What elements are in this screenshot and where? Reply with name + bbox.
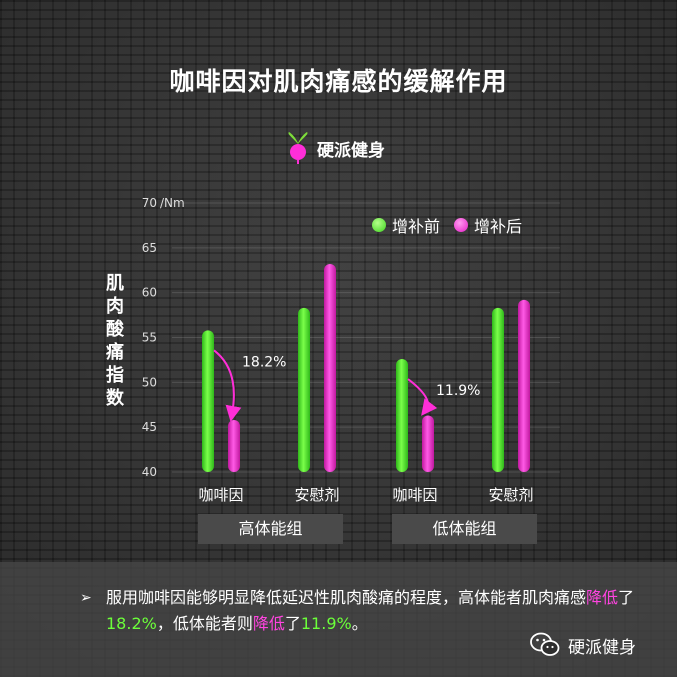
decrease-arrow — [213, 349, 242, 422]
x-category-label: 安慰剂 — [294, 486, 339, 504]
y-unit-label: /Nm — [160, 196, 185, 210]
note-part: 11.9% — [300, 614, 352, 633]
legend-item-before: 增补前 — [372, 213, 440, 237]
conclusion-text: 服用咖啡因能够明显降低延迟性肌肉酸痛的程度，高体能者肌肉痛感降低了18.2%，低… — [106, 585, 640, 637]
bullet-arrow-icon: ➢ — [80, 590, 92, 606]
y-tick-label: 65 — [142, 241, 157, 255]
y-axis-label-char: 酸 — [106, 319, 124, 340]
logo-text: 硬派健身 — [317, 140, 385, 161]
y-tick-label: 70 — [142, 196, 157, 210]
bar-before — [492, 307, 504, 472]
x-category-label: 咖啡因 — [198, 486, 243, 504]
y-axis-label-char: 数 — [106, 388, 124, 409]
change-label: 11.9% — [436, 383, 480, 399]
legend-dot-after — [454, 218, 469, 232]
legend-dot-before — [372, 218, 386, 232]
y-axis-label-char: 肉 — [106, 296, 124, 317]
bar-after — [518, 299, 530, 472]
legend-label-before: 增补前 — [392, 217, 441, 236]
y-axis-label-char: 指 — [106, 365, 124, 386]
bar-after — [228, 419, 240, 472]
group-label-high: 高体能组 — [198, 514, 343, 544]
bar-before — [396, 359, 408, 472]
brand-logo: 硬派健身 — [283, 132, 385, 164]
note-part: 降低 — [586, 588, 619, 607]
y-axis-label-char: 肌 — [106, 273, 124, 294]
footer-panel — [0, 562, 677, 677]
y-axis-label-char: 痛 — [106, 342, 124, 363]
y-axis-label: 肌肉酸痛指数 — [103, 272, 127, 410]
legend-label-after: 增补后 — [474, 217, 523, 236]
bar-before — [298, 307, 310, 472]
wechat-icon — [530, 632, 560, 656]
y-tick-label: 45 — [142, 420, 157, 434]
change-label: 18.2% — [242, 354, 286, 370]
bar-after — [324, 263, 336, 472]
y-tick-label: 55 — [142, 331, 157, 345]
y-tick-label: 40 — [142, 465, 157, 479]
watermark-text: 硬派健身 — [568, 637, 636, 658]
legend-item-after: 增补后 — [454, 213, 522, 237]
note-part: 了 — [284, 614, 301, 633]
x-category-label: 安慰剂 — [488, 486, 533, 504]
note-part: 服用咖啡因能够明显降低延迟性肌肉酸痛的程度，高体能者肌肉痛感 — [106, 588, 587, 607]
decrease-arrow — [407, 378, 438, 416]
bar-after — [422, 415, 434, 472]
chart-title: 咖啡因对肌肉痛感的缓解作用 — [169, 67, 508, 96]
note-part: ，低体能者则 — [156, 614, 253, 633]
note-part: 降低 — [252, 614, 285, 633]
watermark: 硬派健身 — [530, 632, 636, 658]
y-tick-label: 50 — [142, 375, 157, 389]
bar-before — [202, 330, 214, 472]
note-part: 18.2% — [106, 614, 157, 633]
note-part: 了 — [618, 588, 635, 607]
radish-icon — [288, 132, 308, 164]
y-tick-label: 60 — [142, 286, 157, 300]
legend: 增补前 增补后 — [372, 213, 522, 237]
x-category-label: 咖啡因 — [392, 486, 437, 504]
conclusion-note: ➢ 服用咖啡因能够明显降低延迟性肌肉酸痛的程度，高体能者肌肉痛感降低了18.2%… — [80, 585, 640, 637]
group-label-low: 低体能组 — [392, 514, 537, 544]
note-part: 。 — [351, 614, 368, 633]
